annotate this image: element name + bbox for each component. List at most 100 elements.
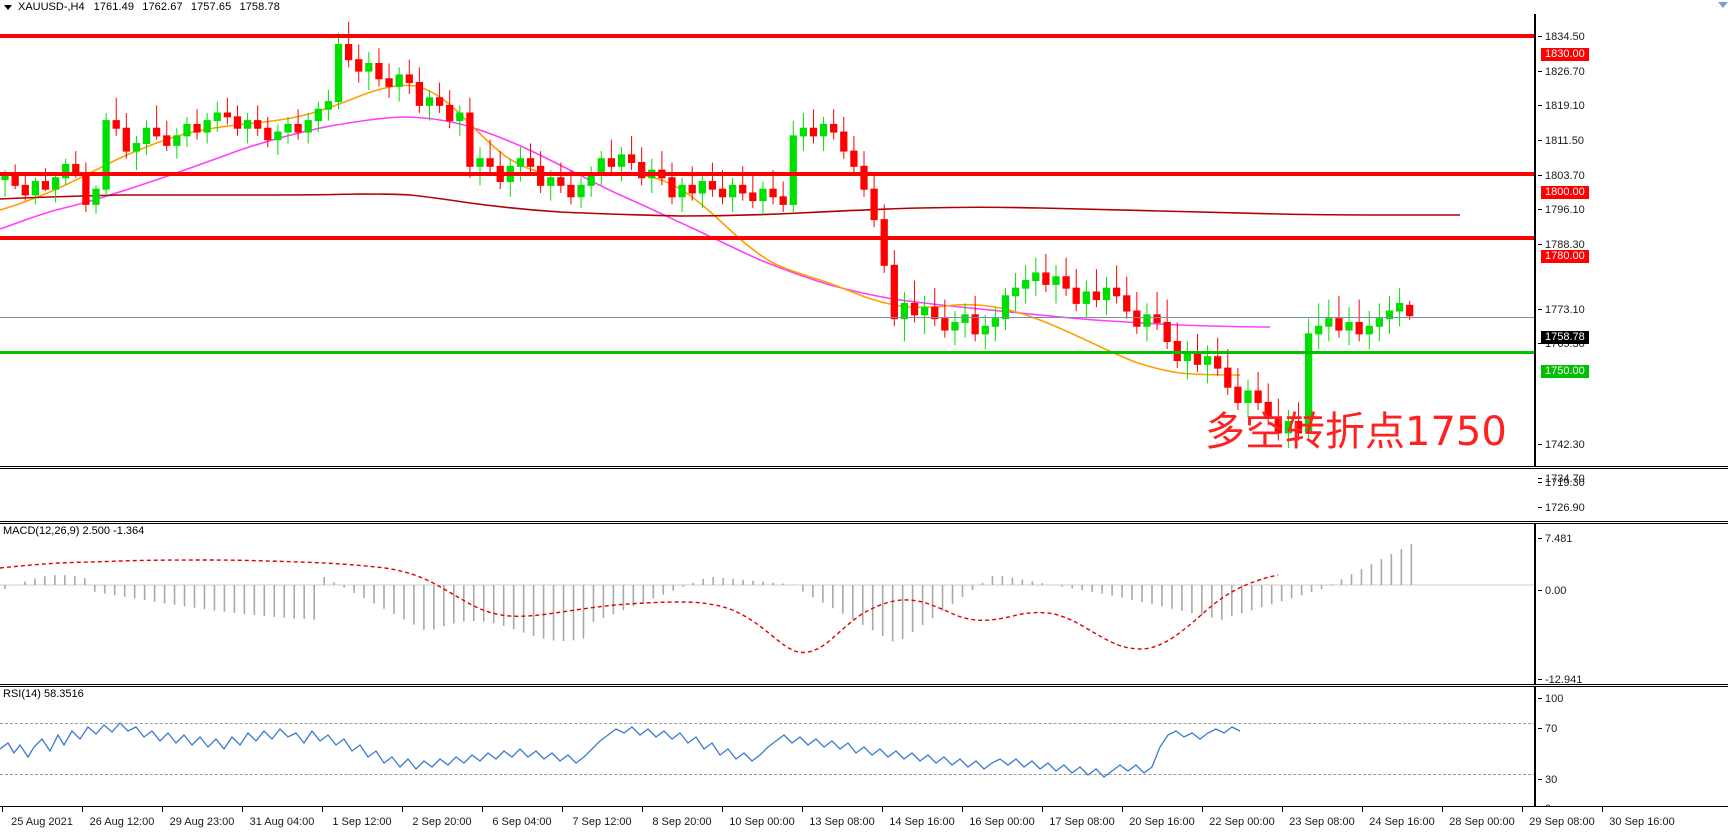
triangle-down-icon[interactable] [4,4,12,10]
price-scale[interactable]: 1834.50 1826.70 1819.10 1811.50 1803.70 1796.… [1538,14,1728,514]
ohlc-open: 1761.49 [93,1,135,13]
price-tick: 1788.30 [1538,239,1585,251]
rsi-series [0,722,1241,778]
macd-tick: 0.00 [1538,585,1566,597]
ma-darkred-line [0,193,1460,217]
current-price-tag[interactable]: 1758.78 [1541,331,1589,344]
time-tick [82,807,83,812]
ohlc-low: 1757.65 [190,1,232,13]
level-line-1800 [0,172,1534,176]
candlestick-series [1,21,1414,449]
time-label: 24 Sep 16:00 [1369,816,1435,828]
time-tick [402,807,403,812]
price-tick: 1819.10 [1538,100,1585,112]
ohlc-close: 1758.78 [239,1,280,13]
time-label: 29 Sep 08:00 [1529,816,1595,828]
rsi-tick: 30 [1538,774,1557,786]
macd-histogram [4,544,1413,642]
triangle-marker-icon[interactable] [1718,2,1728,8]
macd-tick: 7.481 [1538,533,1573,545]
price-tick: 1742.30 [1538,439,1585,451]
rsi-band-30 [0,774,1534,775]
time-label: 14 Sep 16:00 [889,816,955,828]
panel-separator-3 [0,684,1728,687]
time-tick [482,807,483,812]
time-label: 28 Sep 00:00 [1449,816,1515,828]
time-tick [1122,807,1123,812]
time-label: 6 Sep 04:00 [492,816,552,828]
macd-tick: -12.941 [1538,674,1582,686]
support-1750-tag[interactable]: 1750.00 [1541,365,1589,378]
price-tick: 1803.70 [1538,170,1585,182]
time-tick [1042,807,1043,812]
price-plot-area[interactable] [0,14,1536,466]
time-tick [1602,807,1603,812]
macd-signal-line [0,559,1279,654]
time-tick [562,807,563,812]
ohlc-values: 1761.49 1762.67 1757.65 1758.78 [94,1,285,13]
macd-plot-area[interactable] [0,524,1536,684]
price-tick: 1834.50 [1538,31,1585,43]
time-label: 8 Sep 20:00 [652,816,712,828]
time-tick [962,807,963,812]
price-tick: 1811.50 [1538,135,1584,147]
time-label: 26 Aug 12:00 [89,816,155,828]
time-tick [1202,807,1203,812]
time-tick [882,807,883,812]
time-label: 1 Sep 12:00 [332,816,392,828]
price-tick: 1719.30 [1538,477,1585,489]
time-tick [1282,807,1283,812]
time-label: 7 Sep 12:00 [572,816,632,828]
time-label: 17 Sep 08:00 [1049,816,1115,828]
price-tick: 1796.10 [1538,204,1585,216]
macd-label: MACD(12,26,9) 2.500 -1.364 [3,525,145,537]
time-tick [322,807,323,812]
level-line-1750 [0,351,1534,354]
macd-scale[interactable]: 7.481 0.00 -12.941 [1538,524,1728,686]
macd-series [0,544,1534,654]
rsi-tick: 70 [1538,723,1557,735]
time-tick [722,807,723,812]
price-panel: 1834.50 1826.70 1819.10 1811.50 1803.70 1796.… [0,14,1728,514]
price-tick: 1734.70 [1538,473,1585,485]
resistance-1800-tag[interactable]: 1800.00 [1541,186,1589,199]
price-tick: 1826.70 [1538,66,1585,78]
level-line-1830 [0,34,1534,38]
time-tick [162,807,163,812]
time-tick [1522,807,1523,812]
panel-separator-2 [0,521,1728,524]
rsi-line [0,722,1241,778]
rsi-label: RSI(14) 58.3516 [3,688,84,700]
rsi-tick: 100 [1538,693,1563,705]
time-label: 29 Aug 23:00 [169,816,235,828]
panel-separator-1 [0,466,1728,469]
price-tick: 1726.90 [1538,502,1585,514]
resistance-1830-tag[interactable]: 1830.00 [1541,48,1589,61]
rsi-plot-area[interactable] [0,687,1536,806]
rsi-band-70 [0,723,1534,724]
resistance-1780-tag[interactable]: 1780.00 [1541,250,1589,263]
time-label: 31 Aug 04:00 [249,816,315,828]
time-label: 2 Sep 20:00 [412,816,472,828]
time-tick [642,807,643,812]
symbol-bar: XAUUSD-,H4 1761.49 1762.67 1757.65 1758.… [0,0,1728,14]
rsi-panel-body: RSI(14) 58.3516 10070300 [0,687,1728,815]
time-axis[interactable]: 25 Aug 2021 26 Aug 12:00 29 Aug 23:00 31 Au… [0,806,1728,840]
time-label: 23 Sep 08:00 [1289,816,1355,828]
time-tick [1362,807,1363,812]
time-label: 25 Aug 2021 [11,816,73,828]
chart-annotation: 多空转折点1750 [1205,409,1507,455]
ma-magenta-line [0,116,1271,328]
time-tick [242,807,243,812]
time-label: 20 Sep 16:00 [1129,816,1195,828]
ohlc-high: 1762.67 [142,1,183,13]
price-series [0,21,1460,449]
time-label: 13 Sep 08:00 [809,816,875,828]
rsi-scale[interactable]: 10070300 [1538,687,1728,815]
symbol-label: XAUUSD-,H4 [18,1,85,13]
time-tick [802,807,803,812]
time-tick [1442,807,1443,812]
time-tick [2,807,3,812]
level-line-1780 [0,236,1534,240]
time-label: 16 Sep 00:00 [969,816,1035,828]
